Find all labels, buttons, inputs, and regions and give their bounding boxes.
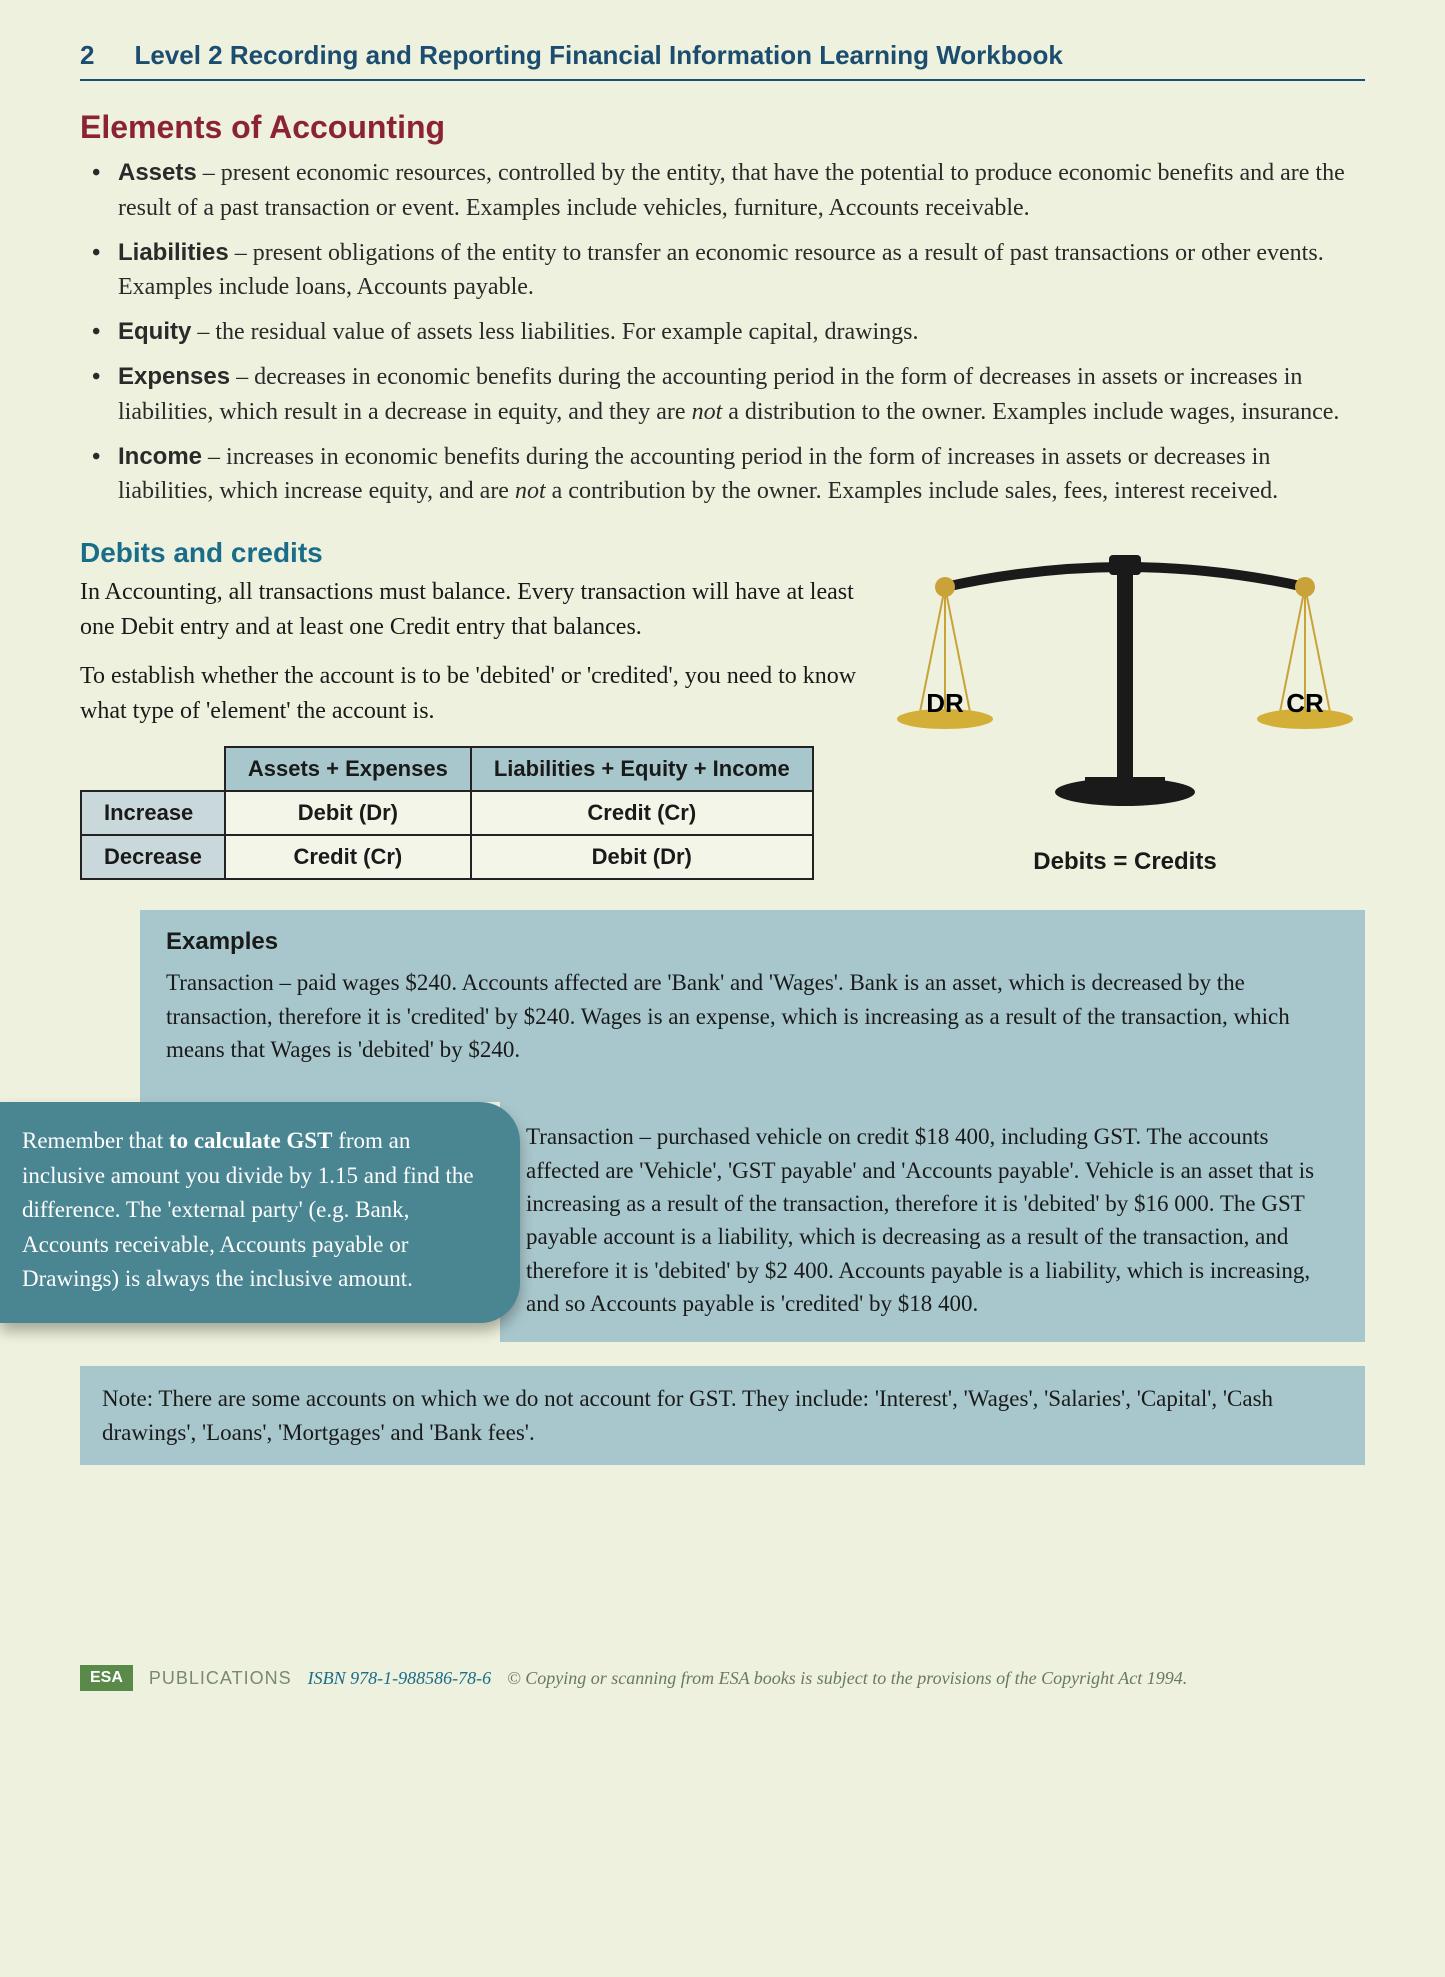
scales-cr-label: CR (1286, 688, 1324, 718)
page-title: Level 2 Recording and Reporting Financia… (134, 40, 1062, 71)
example1: Transaction – paid wages $240. Accounts … (166, 966, 1339, 1066)
dc-para2: To establish whether the account is to b… (80, 659, 865, 729)
copyright: © Copying or scanning from ESA books is … (507, 1668, 1187, 1689)
def-liabilities: Liabilities – present obligations of the… (118, 236, 1365, 306)
debits-credits-text: Debits and credits In Accounting, all tr… (80, 537, 865, 880)
example2: Transaction – purchased vehicle on credi… (526, 1124, 1314, 1316)
def-expenses: Expenses – decreases in economic benefit… (118, 360, 1365, 430)
table-row1-c2: Credit (Cr) (471, 791, 813, 835)
examples-heading: Examples (166, 928, 1339, 956)
page-footer: ESA PUBLICATIONS ISBN 978-1-988586-78-6 … (80, 1665, 1365, 1691)
table-row2-label: Decrease (81, 835, 225, 879)
table-col1: Assets + Expenses (225, 747, 471, 791)
page-number: 2 (80, 40, 94, 71)
gst-callout: Remember that to calculate GST from an i… (0, 1102, 520, 1323)
table-row2-c1: Credit (Cr) (225, 835, 471, 879)
section-heading: Elements of Accounting (80, 109, 1365, 146)
note-box: Note: There are some accounts on which w… (80, 1366, 1365, 1465)
scales-dr-label: DR (926, 688, 964, 718)
page-header: 2 Level 2 Recording and Reporting Financ… (80, 40, 1365, 81)
esa-publications: PUBLICATIONS (149, 1668, 292, 1689)
dc-para1: In Accounting, all transactions must bal… (80, 575, 865, 645)
def-income: Income – increases in economic benefits … (118, 440, 1365, 510)
esa-badge: ESA (80, 1665, 133, 1691)
drcr-table: Assets + Expenses Liabilities + Equity +… (80, 746, 814, 880)
scales-icon: DR CR (885, 537, 1365, 837)
scales-figure: DR CR Debits = Credits (885, 537, 1365, 876)
definitions-list: Assets – present economic resources, con… (80, 156, 1365, 509)
def-equity: Equity – the residual value of assets le… (118, 315, 1365, 350)
example2-box: Transaction – purchased vehicle on credi… (500, 1102, 1365, 1342)
table-row1-label: Increase (81, 791, 225, 835)
isbn: ISBN 978-1-988586-78-6 (308, 1668, 491, 1689)
table-row1-c1: Debit (Dr) (225, 791, 471, 835)
dc-heading: Debits and credits (80, 537, 865, 569)
examples-box: Examples Transaction – paid wages $240. … (140, 910, 1365, 1102)
def-assets: Assets – present economic resources, con… (118, 156, 1365, 226)
scales-caption: Debits = Credits (885, 848, 1365, 876)
table-col2: Liabilities + Equity + Income (471, 747, 813, 791)
table-row2-c2: Debit (Dr) (471, 835, 813, 879)
